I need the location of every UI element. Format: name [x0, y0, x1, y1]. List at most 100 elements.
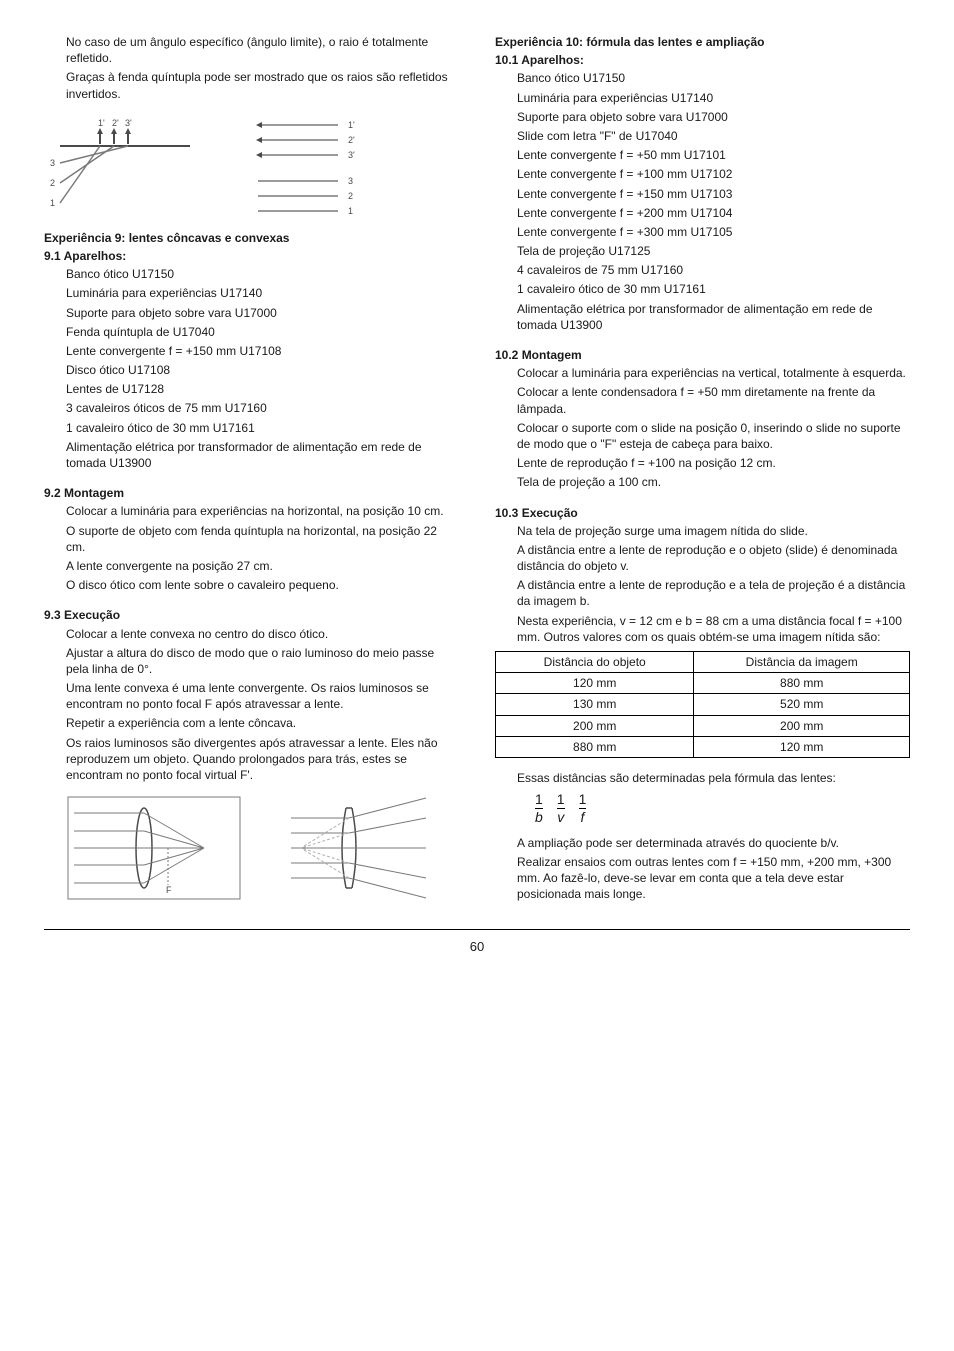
lens-formula: 1 b 1 v 1 f	[495, 792, 910, 824]
list-item: 3 cavaleiros óticos de 75 mm U17160	[66, 400, 459, 416]
list-item: Tela de projeção a 100 cm.	[517, 474, 910, 490]
table-cell: 200 mm	[496, 715, 694, 736]
svg-text:2': 2'	[112, 118, 119, 128]
frac-denominator: b	[535, 810, 543, 825]
exp10-subheading: 10.1 Aparelhos:	[495, 52, 910, 68]
svg-text:3': 3'	[125, 118, 132, 128]
svg-text:1: 1	[50, 198, 55, 208]
exp10-exec-list: Na tela de projeção surge uma imagem nít…	[495, 523, 910, 645]
list-item: Slide com letra "F" de U17040	[517, 128, 910, 144]
list-item: Nesta experiência, v = 12 cm e b = 88 cm…	[517, 613, 910, 645]
list-item: Disco ótico U17108	[66, 362, 459, 378]
frac-numerator: 1	[535, 792, 543, 807]
table-cell: 130 mm	[496, 694, 694, 715]
exp10-mount-list: Colocar a luminária para experiências na…	[495, 365, 910, 490]
list-item: Lentes de U17128	[66, 381, 459, 397]
list-item: A distância entre a lente de reprodução …	[517, 577, 910, 609]
svg-text:3: 3	[50, 158, 55, 168]
svg-text:1': 1'	[348, 120, 355, 130]
exp10-apparatus-list: Banco ótico U17150 Luminária para experi…	[495, 70, 910, 333]
list-item: O suporte de objeto com fenda quíntupla …	[66, 523, 459, 555]
exp9-exec-heading: 9.3 Execução	[44, 607, 459, 623]
exp9-exec-list: Colocar a lente convexa no centro do dis…	[44, 626, 459, 784]
table-row: 200 mm 200 mm	[496, 715, 910, 736]
exp10-mount-heading: 10.2 Montagem	[495, 347, 910, 363]
list-item: Suporte para objeto sobre vara U17000	[517, 109, 910, 125]
diagram-concave-lens	[266, 793, 436, 903]
table-header: Distância do objeto	[496, 652, 694, 673]
fraction: 1 f	[579, 792, 587, 824]
exp9-apparatus-list: Banco ótico U17150 Luminária para experi…	[44, 266, 459, 471]
table-cell: 880 mm	[496, 736, 694, 757]
table-header: Distância da imagem	[694, 652, 910, 673]
table-row: 880 mm 120 mm	[496, 736, 910, 757]
exp9-mount-list: Colocar a luminária para experiências na…	[44, 503, 459, 593]
exp10-exec-heading: 10.3 Execução	[495, 505, 910, 521]
list-item: Ajustar a altura do disco de modo que o …	[66, 645, 459, 677]
svg-text:2: 2	[50, 178, 55, 188]
table-row: Distância do objeto Distância da imagem	[496, 652, 910, 673]
exp10-heading: Experiência 10: fórmula das lentes e amp…	[495, 34, 910, 50]
list-item: Os raios luminosos são divergentes após …	[66, 735, 459, 784]
list-item: Fenda quíntupla de U17040	[66, 324, 459, 340]
list-item: 1 cavaleiro ótico de 30 mm U17161	[66, 420, 459, 436]
list-item: Lente de reprodução f = +100 na posição …	[517, 455, 910, 471]
list-item: Alimentação elétrica por transformador d…	[517, 301, 910, 333]
page-footer: 60	[44, 929, 910, 956]
svg-text:2: 2	[348, 191, 353, 201]
diagram-rays-incident: 1' 2' 3' 3 2 1	[50, 116, 200, 216]
list-item: A distância entre a lente de reprodução …	[517, 542, 910, 574]
list-item: Colocar a luminária para experiências na…	[517, 365, 910, 381]
post-table-text-3: Realizar ensaios com outras lentes com f…	[495, 854, 910, 903]
table-cell: 200 mm	[694, 715, 910, 736]
frac-denominator: f	[581, 810, 585, 825]
list-item: Repetir a experiência com a lente côncav…	[66, 715, 459, 731]
post-table-text-1: Essas distâncias são determinadas pela f…	[495, 770, 910, 786]
fraction: 1 b	[535, 792, 543, 824]
intro-para-1: No caso de um ângulo específico (ângulo …	[44, 34, 459, 66]
list-item: Colocar o suporte com o slide na posição…	[517, 420, 910, 452]
table-cell: 120 mm	[694, 736, 910, 757]
svg-text:1: 1	[348, 206, 353, 216]
list-item: Lente convergente f = +100 mm U17102	[517, 166, 910, 182]
table-cell: 120 mm	[496, 673, 694, 694]
table-cell: 520 mm	[694, 694, 910, 715]
exp9-subheading: 9.1 Aparelhos:	[44, 248, 459, 264]
frac-numerator: 1	[579, 792, 587, 807]
list-item: O disco ótico com lente sobre o cavaleir…	[66, 577, 459, 593]
exp9-heading: Experiência 9: lentes côncavas e convexa…	[44, 230, 459, 246]
list-item: Luminária para experiências U17140	[517, 90, 910, 106]
two-column-layout: No caso de um ângulo específico (ângulo …	[44, 34, 910, 905]
list-item: Lente convergente f = +200 mm U17104	[517, 205, 910, 221]
list-item: Na tela de projeção surge uma imagem nít…	[517, 523, 910, 539]
list-item: 1 cavaleiro ótico de 30 mm U17161	[517, 281, 910, 297]
table-row: 120 mm 880 mm	[496, 673, 910, 694]
figure-row-top: 1' 2' 3' 3 2 1 1'	[44, 116, 459, 216]
list-item: A lente convergente na posição 27 cm.	[66, 558, 459, 574]
list-item: Lente convergente f = +50 mm U17101	[517, 147, 910, 163]
fraction: 1 v	[557, 792, 565, 824]
svg-text:2': 2'	[348, 135, 355, 145]
list-item: Alimentação elétrica por transformador d…	[66, 439, 459, 471]
svg-text:1': 1'	[98, 118, 105, 128]
list-item: Banco ótico U17150	[517, 70, 910, 86]
svg-text:3': 3'	[348, 150, 355, 160]
diagram-rays-exit: 1' 2' 3' 3 2 1	[228, 116, 378, 216]
frac-denominator: v	[557, 810, 564, 825]
list-item: Colocar a luminária para experiências na…	[66, 503, 459, 519]
list-item: Banco ótico U17150	[66, 266, 459, 282]
post-table-text-2: A ampliação pode ser determinada através…	[495, 835, 910, 851]
table-row: 130 mm 520 mm	[496, 694, 910, 715]
right-column: Experiência 10: fórmula das lentes e amp…	[495, 34, 910, 905]
list-item: Uma lente convexa é uma lente convergent…	[66, 680, 459, 712]
list-item: Colocar a lente condensadora f = +50 mm …	[517, 384, 910, 416]
intro-para-2: Graças à fenda quíntupla pode ser mostra…	[44, 69, 459, 101]
list-item: 4 cavaleiros de 75 mm U17160	[517, 262, 910, 278]
list-item: Tela de projeção U17125	[517, 243, 910, 259]
list-item: Lente convergente f = +300 mm U17105	[517, 224, 910, 240]
svg-text:F: F	[166, 885, 172, 895]
frac-numerator: 1	[557, 792, 565, 807]
table-cell: 880 mm	[694, 673, 910, 694]
left-column: No caso de um ângulo específico (ângulo …	[44, 34, 459, 905]
list-item: Colocar a lente convexa no centro do dis…	[66, 626, 459, 642]
